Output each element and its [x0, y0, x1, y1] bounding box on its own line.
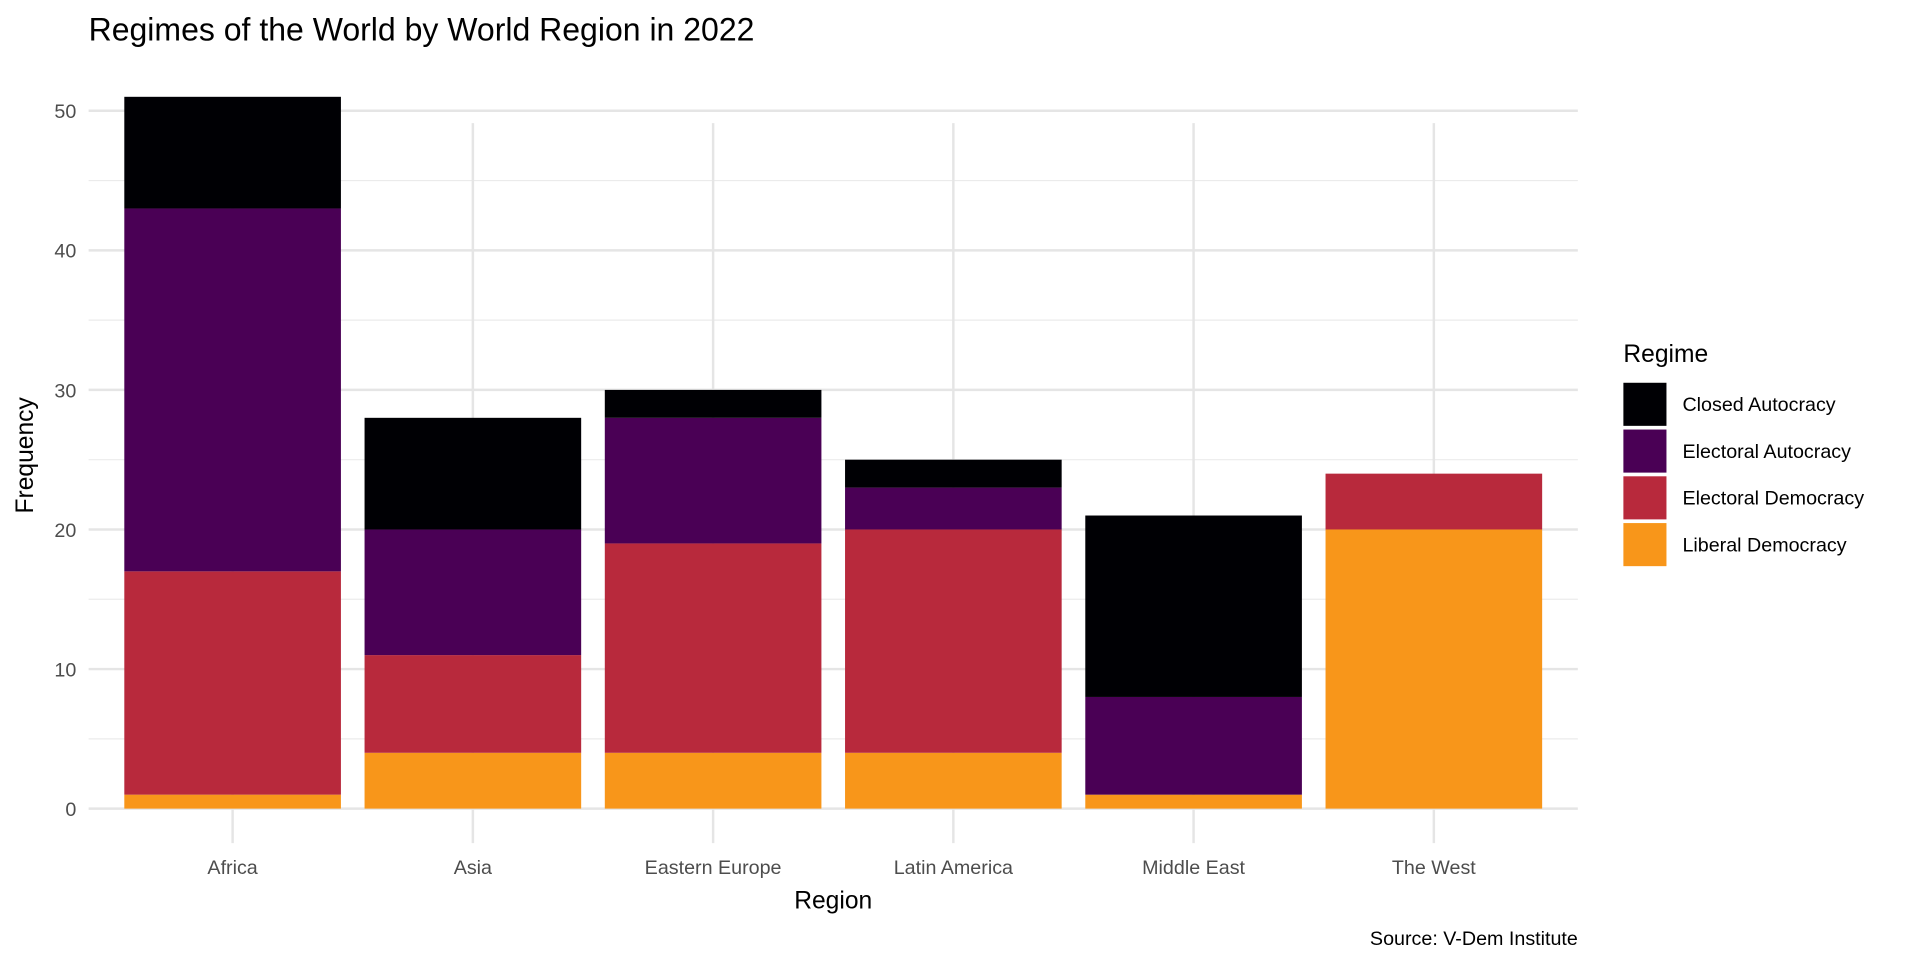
bar-liberal-democracy	[124, 794, 341, 809]
bar-electoral-democracy	[845, 529, 1062, 753]
bar-liberal-democracy	[845, 752, 1062, 809]
y-tick-label: 0	[65, 799, 76, 821]
y-tick-label: 10	[54, 659, 76, 681]
x-tick-label: Middle East	[1142, 857, 1245, 879]
legend: Regime Closed Autocracy Electoral Autocra…	[1623, 341, 1864, 567]
y-tick-label: 30	[54, 380, 76, 402]
bar-electoral-autocracy	[1085, 696, 1302, 795]
bar-closed-autocracy	[124, 96, 341, 209]
caption: Source: V-Dem Institute	[1370, 928, 1578, 950]
legend-key	[1623, 523, 1667, 567]
bar-closed-autocracy	[604, 389, 822, 418]
chart-title: Regimes of the World by World Region in …	[89, 12, 755, 48]
legend-label: Closed Autocracy	[1682, 394, 1835, 416]
x-tick-label: The West	[1392, 857, 1476, 879]
bar-liberal-democracy	[604, 752, 822, 809]
x-tick-labels: Africa Asia Eastern Europe Latin America Mid…	[207, 857, 1476, 879]
bar-electoral-autocracy	[845, 487, 1062, 530]
y-tick-label: 20	[54, 520, 76, 542]
bar-liberal-democracy	[1085, 794, 1302, 809]
legend-label: Liberal Democracy	[1682, 534, 1846, 556]
x-tick-label: Latin America	[894, 857, 1013, 879]
bar-closed-autocracy	[364, 417, 582, 530]
bar-electoral-democracy	[124, 571, 341, 795]
bars	[124, 96, 1543, 809]
y-tick-labels: 0 10 20 30 40 50	[54, 101, 76, 821]
bar-liberal-democracy	[1325, 529, 1543, 809]
x-axis-label: Region	[794, 887, 872, 914]
bar-electoral-autocracy	[604, 417, 822, 544]
bar-liberal-democracy	[364, 752, 582, 809]
bar-electoral-autocracy	[364, 529, 582, 656]
bar-electoral-democracy	[604, 543, 822, 753]
y-tick-label: 50	[54, 101, 76, 123]
bar-closed-autocracy	[1085, 515, 1302, 697]
bar-electoral-democracy	[364, 655, 582, 753]
x-tick-label: Africa	[207, 857, 257, 879]
legend-label: Electoral Democracy	[1682, 488, 1864, 510]
bar-electoral-autocracy	[124, 208, 341, 572]
x-tick-label: Asia	[454, 857, 492, 879]
x-tick-label: Eastern Europe	[645, 857, 782, 879]
bar-closed-autocracy	[845, 459, 1062, 488]
bar-electoral-democracy	[1325, 473, 1543, 530]
legend-label: Electoral Autocracy	[1682, 441, 1851, 463]
legend-key	[1623, 476, 1667, 520]
legend-title: Regime	[1623, 341, 1708, 368]
y-axis-label: Frequency	[12, 397, 39, 514]
y-tick-label: 40	[54, 241, 76, 263]
legend-key	[1623, 429, 1667, 473]
legend-key	[1623, 382, 1667, 426]
